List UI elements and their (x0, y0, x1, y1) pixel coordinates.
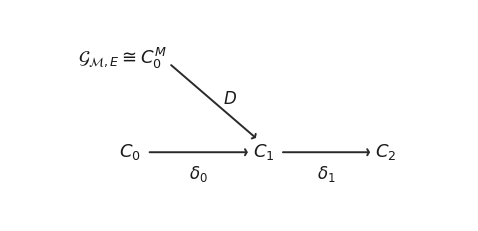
Text: $\delta_0$: $\delta_0$ (189, 164, 208, 185)
Text: $\mathcal{G}_{\mathcal{M},E} \cong C_0^M$: $\mathcal{G}_{\mathcal{M},E} \cong C_0^M… (78, 46, 167, 70)
Text: $D$: $D$ (223, 90, 237, 108)
Text: $C_2$: $C_2$ (375, 142, 396, 162)
Text: $C_0$: $C_0$ (119, 142, 141, 162)
Text: $\delta_1$: $\delta_1$ (317, 164, 336, 185)
Text: $C_1$: $C_1$ (253, 142, 274, 162)
